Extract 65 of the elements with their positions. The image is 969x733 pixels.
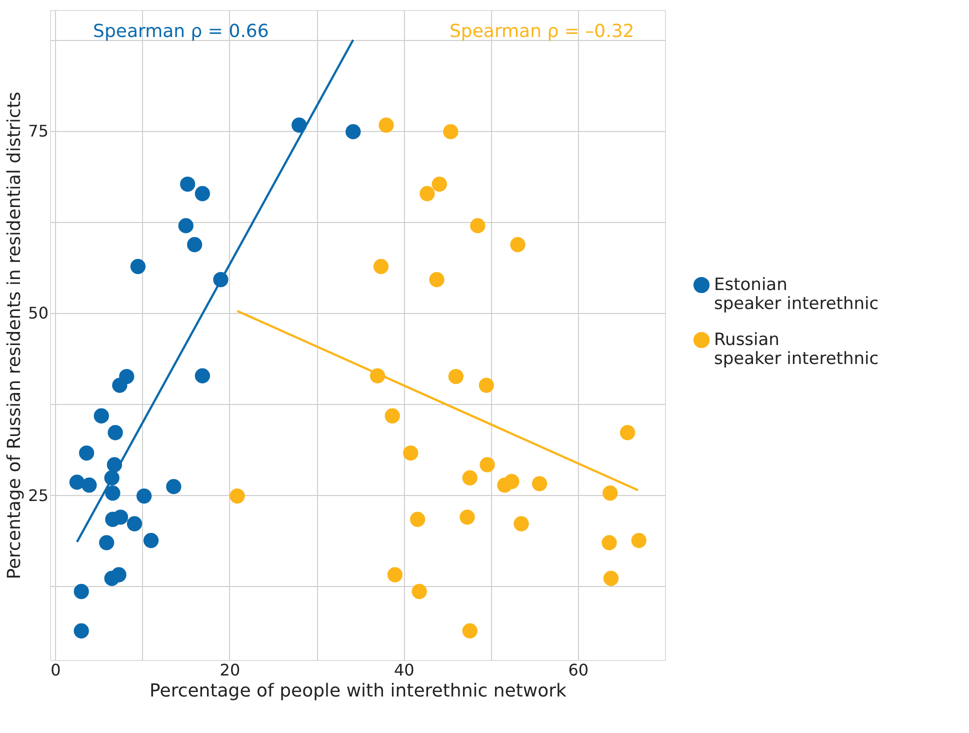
point <box>432 176 447 192</box>
point <box>510 237 526 252</box>
x-tick-label: 20 <box>220 660 240 680</box>
point <box>126 516 142 532</box>
point <box>69 474 85 490</box>
point <box>194 186 210 202</box>
point <box>470 218 486 234</box>
y-axis-title: Percentage of Russian residents in residential districts <box>4 92 26 580</box>
point <box>180 176 196 192</box>
point <box>136 488 152 504</box>
point <box>82 478 97 493</box>
y-tick-label: 25 <box>28 486 48 505</box>
point <box>420 186 435 202</box>
point <box>130 258 146 274</box>
annotation: Spearman ρ = –0.32 <box>449 21 634 42</box>
point <box>187 237 202 252</box>
x-tick-label: 0 <box>50 660 61 680</box>
point <box>603 570 619 586</box>
point <box>143 532 159 548</box>
point <box>178 218 194 234</box>
point <box>602 486 618 501</box>
point <box>74 584 89 600</box>
point <box>292 118 307 133</box>
legend-label: Estonian speaker interethnic <box>714 275 879 314</box>
point <box>443 124 458 140</box>
y-tick-label: 75 <box>28 121 48 140</box>
point <box>373 258 389 274</box>
point <box>480 457 495 472</box>
point <box>108 425 123 440</box>
y-tick-label: 50 <box>28 304 48 323</box>
point <box>602 535 617 550</box>
point <box>462 470 478 486</box>
x-axis-title: Percentage of people with interethnic network <box>150 680 568 702</box>
point <box>105 486 120 501</box>
point <box>460 510 475 525</box>
point <box>166 479 182 494</box>
point <box>462 623 478 638</box>
point <box>410 512 426 527</box>
point <box>119 368 134 384</box>
point <box>99 535 114 550</box>
point <box>532 476 548 492</box>
point <box>79 445 94 461</box>
point <box>346 124 361 140</box>
annotation: Spearman ρ = 0.66 <box>93 21 269 42</box>
point <box>504 474 520 490</box>
point <box>112 510 128 525</box>
point <box>403 445 418 461</box>
point <box>74 623 89 638</box>
point <box>378 118 394 133</box>
x-tick-label: 60 <box>568 660 589 680</box>
point <box>631 532 646 548</box>
point <box>230 488 245 504</box>
x-tick-label: 40 <box>394 660 414 680</box>
point <box>429 272 444 288</box>
point <box>387 567 403 582</box>
point <box>478 378 494 393</box>
point <box>412 584 427 600</box>
legend-label: Russian speaker interethnic <box>714 330 879 369</box>
point <box>620 425 636 440</box>
point <box>111 567 126 582</box>
point <box>514 516 529 532</box>
point <box>94 408 109 424</box>
point <box>194 368 210 384</box>
point <box>448 368 464 384</box>
point <box>384 408 400 424</box>
